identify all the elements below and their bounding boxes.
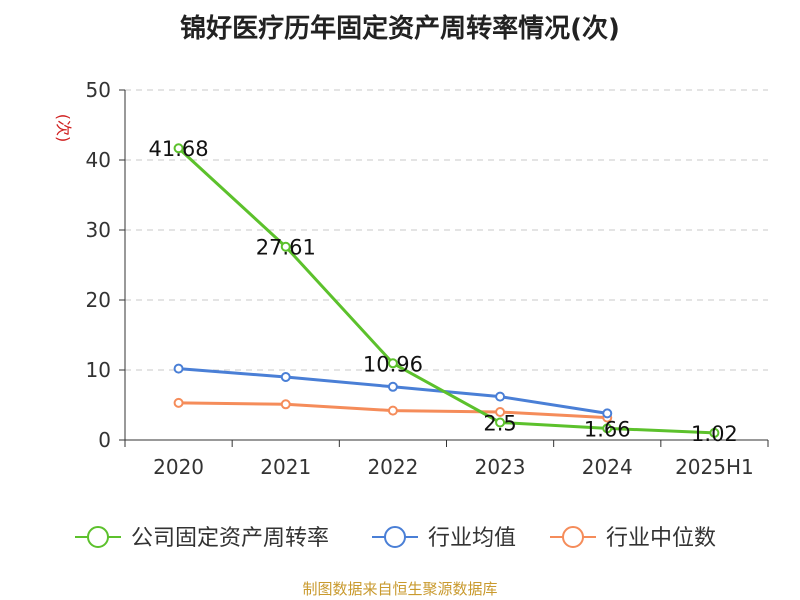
- y-tick-label: 30: [86, 218, 111, 242]
- y-tick-label: 40: [86, 148, 111, 172]
- x-tick-label: 2022: [367, 455, 418, 479]
- legend-marker: [87, 526, 109, 548]
- legend-marker: [384, 526, 406, 548]
- legend-label: 行业中位数: [606, 526, 716, 551]
- series-layer: [173, 143, 720, 438]
- legend-label: 行业均值: [428, 526, 516, 551]
- y-tick-label: 50: [86, 78, 111, 102]
- data-label: 10.96: [363, 352, 423, 376]
- data-point: [173, 363, 184, 374]
- data-point: [602, 423, 613, 434]
- data-point: [387, 405, 398, 416]
- legend-label: 公司固定资产周转率: [131, 526, 329, 551]
- y-tick-label: 0: [98, 428, 111, 452]
- axis-layer: 0 10 20 30 40 50 (次) 2020 2021 2022 2023 2024 2025H1: [54, 78, 769, 479]
- y-tick-label: 20: [86, 288, 111, 312]
- data-label: 2.5: [483, 412, 516, 436]
- data-point: [280, 372, 291, 382]
- x-tick-label: 2023: [475, 455, 526, 479]
- data-point: [709, 427, 720, 438]
- data-point: [495, 391, 506, 402]
- x-tick-label: 2025H1: [675, 455, 754, 479]
- data-point: [495, 417, 506, 428]
- data-point: [602, 408, 613, 419]
- chart-title: 锦好医疗历年固定资产周转率情况(次): [180, 14, 620, 44]
- data-point: [495, 407, 506, 417]
- data-point: [387, 381, 398, 392]
- y-axis-label: (次): [54, 114, 73, 143]
- legend-marker: [562, 526, 584, 548]
- data-point: [173, 397, 184, 408]
- legend-layer: 公司固定资产周转率 行业均值 行业中位数: [75, 526, 716, 551]
- grid-layer: [125, 89, 768, 371]
- source-text: 制图数据来自恒生聚源数据库: [302, 580, 498, 598]
- y-tick-label: 10: [86, 358, 111, 382]
- series-line: [177, 147, 715, 435]
- data-point: [280, 399, 291, 410]
- data-label: 1.02: [691, 422, 738, 446]
- data-point: [173, 143, 184, 154]
- x-tick-label: 2021: [260, 455, 311, 479]
- data-point: [387, 358, 398, 369]
- data-point: [280, 241, 291, 252]
- data-label: 41.68: [149, 137, 209, 161]
- x-tick-label: 2024: [582, 455, 633, 479]
- label-layer: 41.68 27.61 10.96 2.5 1.66 1.02: [149, 137, 738, 446]
- data-label: 1.66: [584, 417, 631, 441]
- data-label: 27.61: [256, 236, 316, 260]
- x-tick-label: 2020: [153, 455, 204, 479]
